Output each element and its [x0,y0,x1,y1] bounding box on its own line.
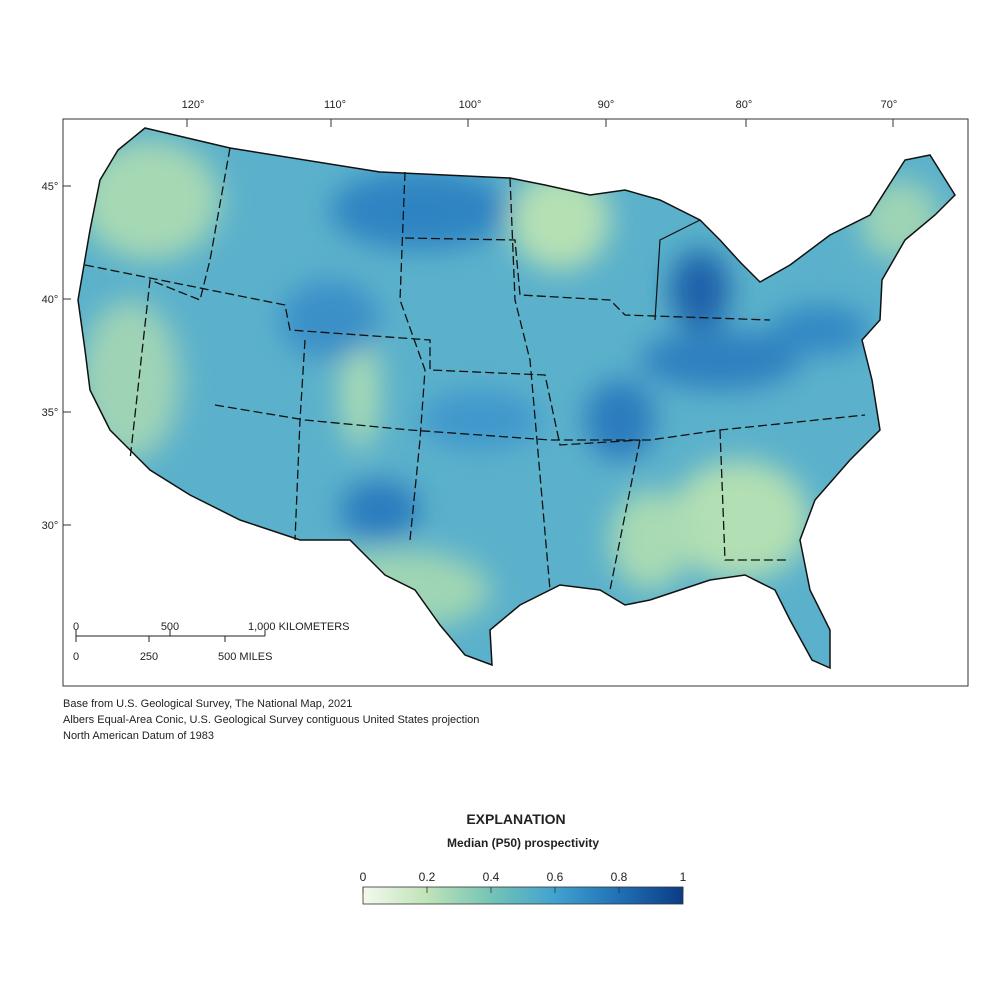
latitude-label: 35° [42,407,59,419]
legend-title: EXPLANATION [466,811,565,827]
legend-tick-label: 0 [360,870,367,884]
credit: Base from U.S. Geological Survey, The Na… [63,698,352,710]
scale-label: 250 [140,651,158,663]
prospectivity-surface [78,128,955,668]
longitude-label: 100° [459,99,482,111]
longitude-label: 110° [324,99,346,111]
legend-tick-label: 0.8 [611,870,628,884]
scale-label: 0 [73,621,79,633]
longitude-label: 80° [736,99,753,111]
legend-subtitle: Median (P50) prospectivity [447,836,599,850]
state-boundaries [84,147,866,591]
credit: Albers Equal-Area Conic, U.S. Geological… [63,714,479,726]
latitude-labels: 45° 40° 35° 30° [42,181,71,532]
longitude-label: 120° [182,99,205,111]
latitude-label: 30° [42,520,59,532]
country-outline [77,127,956,670]
legend-tick-label: 1 [680,870,687,884]
legend-tick-label: 0.4 [483,870,500,884]
scale-label: 0 [73,651,79,663]
scale-label: 1,000 KILOMETERS [248,621,350,633]
longitude-label: 90° [598,99,615,111]
scale-label: 500 MILES [218,651,272,663]
latitude-label: 40° [42,294,59,306]
scale-label: 500 [161,621,179,633]
map-frame [62,118,969,687]
legend-tick-label: 0.6 [547,870,564,884]
scale-bar: 0 500 1,000 KILOMETERS 0 250 500 MILES [73,621,350,663]
legend-tick-label: 0.2 [419,870,436,884]
color-bar: 0 0.2 0.4 0.6 0.8 1 [360,870,687,905]
longitude-labels: 120° 110° 100° 90° 80° 70° [182,99,898,127]
credit: North American Datum of 1983 [63,730,214,742]
color-ramp [362,886,684,905]
latitude-label: 45° [42,181,59,193]
longitude-label: 70° [881,99,898,111]
